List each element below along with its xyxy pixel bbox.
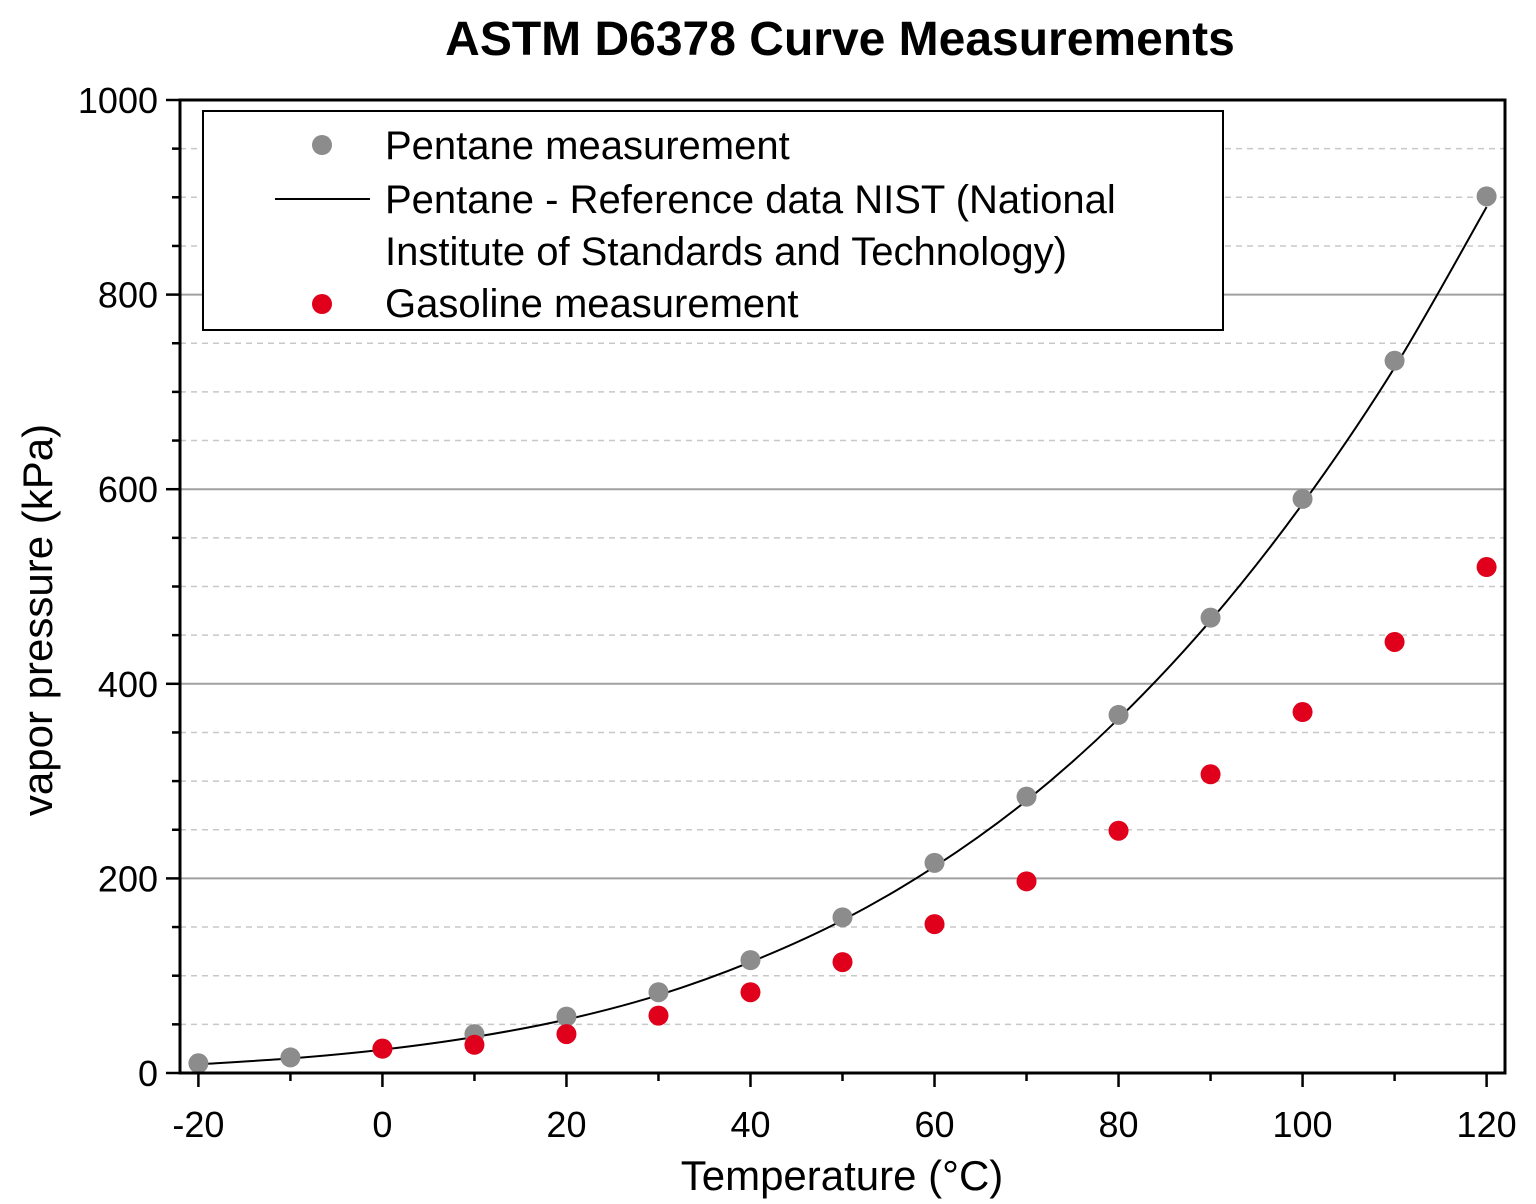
y-tick-label: 600 — [98, 469, 158, 510]
gasoline-point — [556, 1024, 577, 1045]
series-layer — [188, 186, 1497, 1074]
pentane-point — [740, 950, 761, 971]
pentane-point — [1108, 704, 1129, 725]
y-tick-label: 200 — [98, 858, 158, 899]
x-tick-label: 40 — [730, 1104, 770, 1145]
gasoline-point — [740, 982, 761, 1003]
pentane-point — [1384, 350, 1405, 371]
x-tick-label: 0 — [372, 1104, 392, 1145]
legend-label-nist-line1: Pentane - Reference data NIST (National — [385, 178, 1116, 222]
pentane-point — [556, 1006, 577, 1027]
gasoline-point — [1292, 702, 1313, 723]
gasoline-point — [1200, 764, 1221, 785]
pentane-point — [1200, 607, 1221, 628]
gasoline-point — [1108, 820, 1129, 841]
gasoline-point — [1016, 871, 1037, 892]
pentane-point — [648, 982, 669, 1003]
pentane-point — [280, 1047, 301, 1068]
x-tick-label: -20 — [172, 1104, 224, 1145]
legend-box — [202, 110, 1224, 331]
y-tick-label: 400 — [98, 664, 158, 705]
legend-marker-pentane — [312, 135, 332, 155]
gasoline-point — [1384, 631, 1405, 652]
legend-label-pentane: Pentane measurement — [385, 124, 790, 168]
pentane-point — [188, 1053, 209, 1074]
pentane-point — [832, 907, 853, 928]
x-tick-label: 100 — [1273, 1104, 1333, 1145]
gasoline-point — [464, 1034, 485, 1055]
legend: Pentane measurement Pentane - Reference … — [202, 110, 1224, 331]
chart-title: ASTM D6378 Curve Measurements — [445, 13, 1235, 66]
x-tick-label: 60 — [914, 1104, 954, 1145]
gasoline-point — [372, 1038, 393, 1059]
legend-label-gasoline: Gasoline measurement — [385, 282, 799, 326]
y-tick-label: 800 — [98, 275, 158, 316]
x-tick-label: 120 — [1457, 1104, 1517, 1145]
plot-frame — [178, 98, 1507, 1075]
y-tick-label: 1000 — [78, 80, 158, 121]
y-tick-label: 0 — [138, 1053, 158, 1094]
gasoline-point — [832, 952, 853, 973]
pentane-point — [1016, 786, 1037, 807]
pentane-point — [1476, 186, 1497, 207]
pentane-point — [1292, 488, 1313, 509]
gasoline-point — [1476, 557, 1497, 578]
x-axis-title: Temperature (°C) — [681, 1152, 1004, 1199]
y-axis-title: vapor pressure (kPa) — [14, 424, 61, 816]
x-tick-label: 80 — [1099, 1104, 1139, 1145]
pentane-point — [924, 852, 945, 873]
gasoline-point — [924, 914, 945, 935]
legend-marker-gasoline — [312, 294, 332, 314]
x-tick-label: 20 — [546, 1104, 586, 1145]
gasoline-point — [648, 1005, 669, 1026]
legend-label-nist-line2: Institute of Standards and Technology) — [385, 230, 1067, 274]
